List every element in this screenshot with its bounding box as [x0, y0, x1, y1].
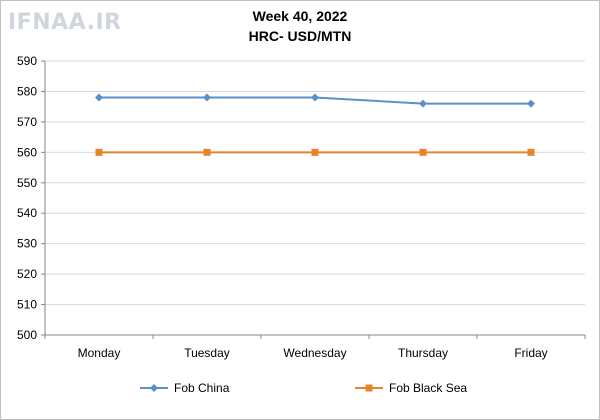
data-point — [203, 148, 211, 156]
y-tick-label: 580 — [17, 84, 37, 98]
watermark-logo: IFNAA.IR — [8, 10, 122, 35]
data-point — [95, 93, 103, 102]
x-tick-label: Wednesday — [283, 346, 346, 360]
series-lines — [95, 93, 535, 156]
legend: Fob China Fob Black Sea — [140, 381, 467, 395]
data-point — [527, 148, 535, 156]
data-point — [527, 99, 535, 108]
y-tick-label: 510 — [17, 298, 37, 312]
chart-title: Week 40, 2022 — [252, 8, 348, 24]
y-tick-label: 520 — [17, 267, 37, 281]
data-point — [419, 99, 427, 108]
y-tick-label: 590 — [17, 54, 37, 68]
data-point — [95, 148, 103, 156]
legend-label: Fob China — [174, 381, 230, 395]
y-tick-label: 530 — [17, 237, 37, 251]
legend-marker — [365, 384, 373, 392]
x-tick-label: Thursday — [398, 346, 448, 360]
y-tick-label: 570 — [17, 115, 37, 129]
axes — [44, 61, 585, 336]
data-point — [311, 93, 319, 102]
y-tick-label: 500 — [17, 328, 37, 342]
data-point — [311, 148, 319, 156]
x-axis-ticks: Monday Tuesday Wednesday Thursday Friday — [44, 335, 586, 360]
y-tick-label: 560 — [17, 145, 37, 159]
legend-label: Fob Black Sea — [389, 381, 467, 395]
legend-marker — [150, 384, 158, 392]
x-tick-label: Tuesday — [184, 346, 230, 360]
y-tick-label: 540 — [17, 206, 37, 220]
y-tick-label: 550 — [17, 176, 37, 190]
chart-subtitle: HRC- USD/MTN — [248, 28, 352, 44]
data-point — [419, 148, 427, 156]
data-point — [203, 93, 211, 102]
x-tick-label: Monday — [78, 346, 121, 360]
x-tick-label: Friday — [514, 346, 547, 360]
y-axis-ticks: 500 510 520 530 540 550 560 570 580 590 — [17, 54, 45, 342]
